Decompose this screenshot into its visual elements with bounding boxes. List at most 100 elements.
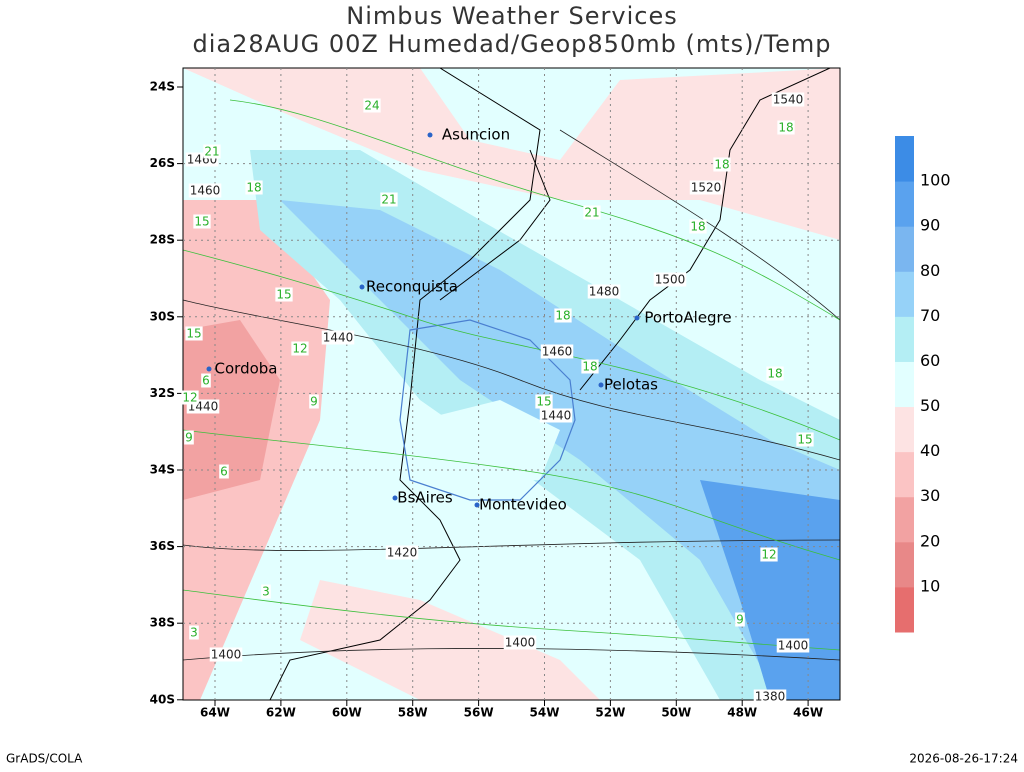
temperature-label-bg	[203, 144, 221, 159]
city-dot	[427, 132, 433, 138]
geopotential-label-bg	[188, 183, 222, 198]
temperature-label-bg	[219, 464, 229, 479]
lon-label: 58W	[398, 706, 428, 720]
temperature-label-bg	[777, 120, 795, 135]
lat-label: 38S	[150, 616, 175, 630]
geopotential-contours	[183, 129, 840, 661]
colorbar-segment	[895, 451, 914, 498]
region-borders	[399, 319, 576, 501]
city-label: Pelotas	[604, 376, 658, 394]
temperature-label: 6	[202, 374, 210, 388]
temperature-label-bg	[245, 180, 263, 195]
title: Nimbus Weather Services	[346, 2, 677, 30]
lat-label: 26S	[150, 156, 175, 170]
geopotential-label: 1420	[387, 546, 418, 560]
colorbar-segment	[895, 586, 914, 633]
city-dot	[634, 315, 640, 321]
geopotential-label-bg	[385, 545, 419, 560]
lon-label: 54W	[530, 706, 560, 720]
colorbar-segment	[895, 541, 914, 588]
geopotential-label-bg	[753, 689, 787, 704]
temperature-label-bg	[275, 287, 293, 302]
city-label: BsAires	[397, 489, 453, 507]
temperature-label: 18	[714, 158, 729, 172]
geopotential-label: 1400	[505, 636, 536, 650]
geopotential-label: 1400	[211, 648, 242, 662]
colorbar-label: 20	[920, 531, 940, 550]
geopotential-label: 1380	[755, 690, 786, 704]
geopotential-label: 1400	[778, 639, 809, 653]
geopotential-label-bg	[321, 330, 355, 345]
temperature-label-bg	[261, 584, 271, 599]
humidity-band-core	[280, 200, 840, 700]
temperature-label: 15	[194, 215, 209, 229]
geopotential-label-bg	[653, 272, 687, 287]
lat-label: 32S	[150, 386, 175, 400]
subtitle: dia28AUG 00Z Humedad/Geop850mb (mts)/Tem…	[192, 30, 831, 58]
colorbar-segment	[895, 316, 914, 362]
lat-label: 34S	[150, 463, 175, 477]
temperature-label: 3	[190, 626, 198, 640]
temperature-label-bg	[309, 394, 319, 409]
lat-label: 40S	[150, 692, 175, 706]
colorbar-segment	[895, 406, 914, 453]
temperature-label: 9	[185, 431, 193, 445]
temperature-label-bg	[735, 612, 745, 627]
temperature-label: 24	[364, 99, 379, 113]
geopotential-label: 1460	[542, 345, 573, 359]
city-label: PortoAlegre	[644, 309, 731, 327]
city-label: Cordoba	[215, 360, 278, 378]
temperature-label-bg	[291, 341, 309, 356]
colorbar-segment	[895, 361, 914, 408]
temperature-label: 18	[582, 360, 597, 374]
geopotential-label-bg	[771, 92, 805, 107]
temperature-label: 18	[555, 309, 570, 323]
colorbar-label: 40	[920, 441, 940, 460]
temperature-label: 21	[204, 145, 219, 159]
city-dot	[206, 366, 212, 372]
lat-label: 24S	[150, 80, 175, 94]
colorbar-label: 60	[920, 351, 940, 370]
humidity-low-south	[300, 580, 600, 700]
geopotential-label: 1440	[541, 409, 572, 423]
lon-label: 60W	[332, 706, 362, 720]
footer-right: 2026-08-26-17:24	[909, 752, 1018, 766]
colorbar-label: 90	[920, 216, 940, 235]
city-dot	[392, 495, 398, 501]
colorbar-segment	[895, 181, 914, 227]
temperature-label: 15	[186, 327, 201, 341]
colorbar-label: 70	[920, 306, 940, 325]
humidity-lower-west	[183, 320, 280, 500]
temperature-label-bg	[713, 157, 731, 172]
colorbar-segment	[895, 226, 914, 272]
temperature-label: 6	[220, 465, 228, 479]
temperature-label: 18	[767, 367, 782, 381]
geopotential-label: 1460	[190, 184, 221, 198]
geopotential-label: 1440	[323, 331, 354, 345]
geopotential-label-bg	[689, 180, 723, 195]
temperature-label-bg	[181, 390, 199, 405]
geopotential-label: 1500	[655, 273, 686, 287]
temperature-label: 18	[778, 121, 793, 135]
temperature-label: 21	[381, 193, 396, 207]
city-dot	[598, 382, 604, 388]
temperature-label-bg	[554, 308, 572, 323]
geopotential-label-bg	[503, 635, 537, 650]
colorbar-segment	[895, 136, 914, 182]
colorbar-label: 100	[920, 171, 951, 190]
geopotential-label-bg	[540, 344, 574, 359]
lon-label: 52W	[595, 706, 625, 720]
temperature-label: 18	[690, 220, 705, 234]
temperature-label-bg	[193, 214, 211, 229]
lon-label: 64W	[200, 706, 230, 720]
temperature-label: 12	[761, 548, 776, 562]
colorbar-segment	[895, 496, 914, 543]
temperature-label: 12	[292, 342, 307, 356]
temperature-label: 9	[310, 395, 318, 409]
temperature-label: 15	[276, 288, 291, 302]
lon-label: 48W	[727, 706, 757, 720]
geopotential-label: 1480	[589, 285, 620, 299]
colorbar-label: 10	[920, 576, 940, 595]
temperature-label-bg	[766, 366, 784, 381]
city-label: Reconquista	[366, 278, 458, 296]
